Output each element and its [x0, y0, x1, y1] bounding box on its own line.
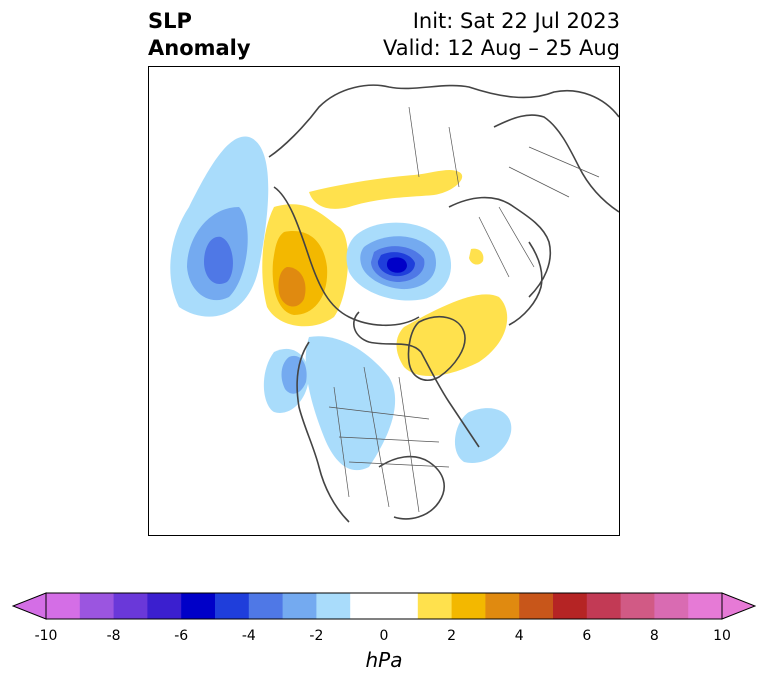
anomaly-map — [170, 84, 619, 523]
colorbar-segment — [181, 593, 216, 619]
anomaly-greenland — [396, 294, 508, 377]
map-panel — [148, 66, 620, 536]
anomaly-arctic — [346, 222, 452, 301]
colorbar-segment — [282, 593, 317, 619]
colorbar — [12, 592, 756, 620]
colorbar-tick-label: 4 — [514, 628, 524, 644]
colorbar-tick-label: 8 — [649, 628, 659, 644]
colorbar-tick-label: 10 — [713, 628, 731, 644]
colorbar-tick-label: -4 — [241, 628, 256, 644]
colorbar-segment — [384, 593, 419, 619]
colorbar-arrow-left — [12, 592, 47, 620]
colorbar-segment — [350, 593, 385, 619]
anomaly-north-america — [263, 336, 512, 471]
colorbar-tick-label: 6 — [582, 628, 592, 644]
title-variable-2: Anomaly — [148, 36, 251, 60]
colorbar-segment — [79, 593, 115, 619]
colorbar-segment — [215, 593, 250, 619]
colorbar-segment — [485, 593, 520, 619]
colorbar-tick-label: -6 — [174, 628, 189, 644]
valid-range: Valid: 12 Aug – 25 Aug — [382, 36, 620, 60]
colorbar-segment — [586, 593, 622, 619]
anomaly-alaska — [262, 204, 349, 327]
coastlines — [268, 84, 619, 523]
anomaly-arctic-rim — [309, 170, 484, 265]
colorbar-segment — [654, 593, 689, 619]
colorbar-tick-label: -10 — [34, 628, 58, 644]
colorbar-tick-label: 2 — [447, 628, 457, 644]
init-date: Init: Sat 22 Jul 2023 — [412, 9, 620, 33]
anomaly-north-pacific — [170, 136, 269, 317]
colorbar-outline — [45, 592, 723, 620]
colorbar-segment — [688, 593, 723, 619]
title-variable: SLP — [148, 9, 192, 33]
political-borders — [328, 106, 600, 513]
colorbar-arrow-right — [721, 592, 756, 620]
colorbar-segment — [417, 593, 453, 619]
colorbar-tick-label: -8 — [106, 628, 121, 644]
colorbar-segment — [451, 593, 486, 619]
colorbar-segment — [519, 593, 554, 619]
colorbar-units: hPa — [365, 648, 403, 672]
map-title: SLP Anomaly — [148, 8, 251, 62]
colorbar-segment — [113, 593, 148, 619]
colorbar-segment — [147, 593, 182, 619]
colorbar-segment — [46, 593, 81, 619]
colorbar-tick-label: -2 — [309, 628, 324, 644]
colorbar-segment — [553, 593, 588, 619]
map-subtitle: Init: Sat 22 Jul 2023 Valid: 12 Aug – 25… — [383, 8, 620, 62]
colorbar-tick-label: 0 — [379, 628, 389, 644]
colorbar-segment — [316, 593, 351, 619]
colorbar-segment — [620, 593, 655, 619]
colorbar-segment — [248, 593, 284, 619]
